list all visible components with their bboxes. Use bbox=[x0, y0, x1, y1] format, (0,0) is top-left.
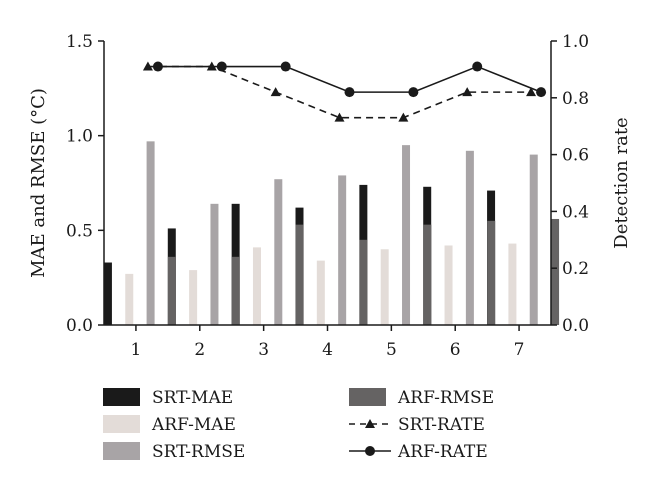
y-tick-label: 0.0 bbox=[66, 316, 93, 336]
x-tick-label: 6 bbox=[450, 340, 461, 360]
bar-arf-rmse-1 bbox=[167, 256, 176, 325]
point-srt-rate-4 bbox=[334, 112, 345, 122]
legend-label-srt-mae: SRT-MAE bbox=[152, 388, 233, 408]
bar-arf-rmse-3 bbox=[295, 224, 304, 325]
point-arf-rate-2 bbox=[216, 61, 227, 72]
x-tick-label: 5 bbox=[386, 340, 397, 360]
bar-srt-rmse-7 bbox=[529, 154, 538, 325]
point-arf-rate-7 bbox=[536, 87, 547, 98]
point-srt-rate-5 bbox=[398, 112, 409, 122]
y2-tick-label: 0.4 bbox=[562, 202, 589, 222]
point-srt-rate-3 bbox=[270, 87, 281, 97]
point-srt-rate-1 bbox=[142, 61, 153, 71]
point-arf-rate-5 bbox=[408, 87, 419, 98]
y2-axis-label: Detection rate bbox=[611, 117, 632, 248]
y-tick-label: 0.5 bbox=[66, 221, 93, 241]
y2-tick-label: 0.0 bbox=[562, 316, 589, 336]
y2-tick-label: 0.6 bbox=[562, 146, 589, 166]
point-srt-rate-7 bbox=[526, 87, 537, 97]
legend: SRT-MAE ARF-MAE SRT-RMSE ARF-RMSE SRT-RATE AR… bbox=[103, 388, 494, 462]
legend-marker-arf-rate bbox=[365, 446, 375, 456]
legend-label-srt-rate: SRT-RATE bbox=[398, 415, 485, 435]
bar-srt-rmse-4 bbox=[338, 175, 347, 325]
bar-arf-rmse-5 bbox=[423, 224, 432, 325]
bar-arf-mae-6 bbox=[444, 245, 453, 325]
legend-label-arf-mae: ARF-MAE bbox=[151, 415, 236, 435]
bar-srt-mae-1 bbox=[103, 262, 112, 325]
ticks-group: 0.0 0.5 1.0 1.5 0.0 0.2 0.4 0.6 0.8 1.0 1 2 3 4 5 6 7 bbox=[66, 32, 589, 360]
x-tick-label: 3 bbox=[258, 340, 269, 360]
lines-group bbox=[142, 61, 547, 122]
legend-label-srt-rmse: SRT-RMSE bbox=[152, 442, 245, 462]
legend-swatch-srt-mae bbox=[103, 388, 140, 406]
bar-arf-rmse-7 bbox=[551, 218, 560, 325]
legend-swatch-arf-mae bbox=[103, 415, 140, 433]
y2-tick-label: 0.2 bbox=[562, 259, 589, 279]
x-tick-label: 4 bbox=[322, 340, 333, 360]
x-tick-label: 2 bbox=[194, 340, 205, 360]
y-tick-label: 1.0 bbox=[66, 127, 93, 147]
bar-srt-rmse-3 bbox=[274, 179, 283, 325]
y-axis-label: MAE and RMSE (°C) bbox=[28, 88, 49, 278]
legend-swatch-arf-rmse bbox=[349, 388, 386, 406]
legend-label-arf-rmse: ARF-RMSE bbox=[397, 388, 494, 408]
legend-marker-srt-rate bbox=[365, 419, 375, 428]
bar-srt-rmse-5 bbox=[402, 145, 411, 325]
point-arf-rate-1 bbox=[152, 61, 163, 72]
legend-swatch-srt-rmse bbox=[103, 442, 140, 460]
x-tick-label: 7 bbox=[514, 340, 525, 360]
bar-arf-mae-3 bbox=[252, 247, 261, 325]
bar-arf-rmse-6 bbox=[487, 220, 496, 325]
y2-tick-label: 0.8 bbox=[562, 89, 589, 109]
y-tick-label: 1.5 bbox=[66, 32, 93, 52]
x-tick-label: 1 bbox=[131, 340, 142, 360]
bar-srt-rmse-1 bbox=[146, 141, 155, 325]
bar-arf-mae-1 bbox=[125, 273, 134, 325]
point-arf-rate-4 bbox=[344, 87, 355, 98]
bars-group bbox=[103, 141, 560, 325]
bar-arf-mae-4 bbox=[316, 260, 325, 325]
bar-arf-mae-5 bbox=[380, 249, 389, 325]
bar-srt-rmse-2 bbox=[210, 203, 219, 325]
legend-label-arf-rate: ARF-RATE bbox=[397, 442, 488, 462]
bar-arf-rmse-2 bbox=[231, 256, 240, 325]
bar-arf-rmse-4 bbox=[359, 239, 368, 325]
point-srt-rate-6 bbox=[462, 87, 473, 97]
bar-arf-mae-2 bbox=[189, 270, 198, 325]
point-arf-rate-6 bbox=[472, 61, 483, 72]
line-srt-rate bbox=[147, 65, 532, 119]
bar-srt-rmse-6 bbox=[465, 150, 474, 325]
point-arf-rate-3 bbox=[280, 61, 291, 72]
bar-arf-mae-7 bbox=[508, 243, 517, 325]
y2-tick-label: 1.0 bbox=[562, 32, 589, 52]
